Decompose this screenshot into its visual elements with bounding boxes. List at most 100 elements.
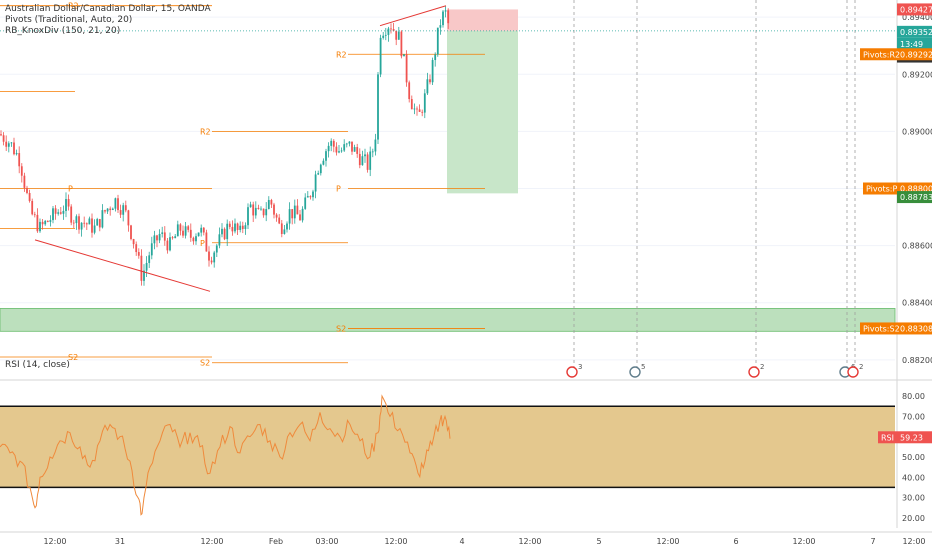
- candle: [145, 262, 148, 271]
- candle: [319, 164, 322, 174]
- pivot-p-tag-bg: [863, 182, 897, 195]
- rsi-band: [0, 406, 895, 488]
- knoxdiv-indicator-label[interactable]: RB_KnoxDiv (150, 21, 20): [5, 26, 121, 36]
- event-marker: [847, 366, 859, 378]
- candle: [163, 232, 166, 241]
- candle: [228, 223, 231, 227]
- candle: [280, 223, 283, 234]
- candle: [182, 230, 184, 236]
- candle: [184, 226, 187, 236]
- candle: [283, 229, 286, 234]
- candle: [111, 208, 114, 211]
- candle: [426, 79, 429, 94]
- candle: [340, 150, 343, 152]
- time-tick: 03:00: [315, 537, 338, 546]
- stop-loss-zone: [447, 9, 518, 31]
- candle: [23, 175, 26, 188]
- candle: [46, 220, 49, 222]
- pivot-label-s2: S2: [200, 359, 210, 368]
- candle: [392, 29, 395, 31]
- candle: [33, 214, 36, 216]
- event-marker: [566, 366, 578, 378]
- event-count: 5: [641, 363, 645, 371]
- candle: [257, 207, 260, 209]
- candle: [314, 174, 317, 192]
- candle: [31, 200, 34, 215]
- candle: [299, 214, 301, 221]
- candle: [304, 197, 307, 209]
- pivot-label-s2: S2: [68, 353, 78, 362]
- candle: [327, 145, 330, 152]
- symbol-title[interactable]: Australian Dollar/Canadian Dollar, 15, O…: [5, 4, 211, 14]
- candle: [293, 205, 296, 219]
- candle: [18, 153, 21, 167]
- candle: [309, 196, 312, 198]
- candle: [247, 207, 249, 226]
- candle: [5, 141, 8, 147]
- candle: [143, 270, 145, 281]
- event-count: 2: [760, 363, 764, 371]
- time-tick: Feb: [269, 537, 283, 546]
- candle: [429, 79, 431, 83]
- candle: [270, 200, 273, 205]
- candle: [140, 255, 143, 281]
- candle: [26, 187, 28, 193]
- candle: [148, 255, 151, 263]
- candle: [288, 209, 291, 224]
- candle: [382, 35, 385, 38]
- candle: [330, 140, 333, 146]
- pivot-s2-tag-bg: [860, 322, 897, 335]
- price-label-top: 0.89427: [900, 5, 932, 14]
- candle: [158, 233, 161, 241]
- candle: [267, 200, 270, 210]
- candle: [137, 252, 140, 256]
- time-tick: 12:00: [902, 537, 925, 546]
- candle: [397, 31, 400, 40]
- candle: [176, 224, 179, 237]
- candle: [122, 205, 125, 215]
- candle: [301, 208, 304, 221]
- time-tick: 12:00: [384, 537, 407, 546]
- candle: [218, 234, 221, 246]
- candle: [213, 252, 216, 263]
- pivot-p-tag: Pivots:P: [866, 185, 898, 194]
- candle: [150, 243, 153, 256]
- candle: [421, 111, 424, 113]
- candle: [169, 237, 171, 251]
- candle: [205, 232, 208, 252]
- candle: [343, 144, 346, 151]
- candle: [49, 220, 52, 222]
- candle: [338, 151, 340, 153]
- candle: [98, 219, 101, 228]
- candle: [161, 232, 164, 234]
- candle: [91, 218, 93, 233]
- candle: [234, 223, 236, 232]
- candle: [174, 236, 177, 239]
- candle: [403, 54, 405, 57]
- candle: [109, 208, 112, 211]
- candle: [130, 225, 132, 240]
- candle: [413, 108, 416, 110]
- divergence-line: [379, 5, 447, 27]
- price-tick: 0.89400: [902, 13, 932, 22]
- pivot-r2-value-bg: [897, 48, 932, 61]
- candle: [52, 208, 54, 221]
- divergence-line: [34, 239, 211, 292]
- rsi-title[interactable]: RSI (14, close): [5, 360, 70, 370]
- candle: [241, 225, 244, 230]
- candle: [345, 143, 348, 145]
- candle: [436, 27, 439, 55]
- candle: [244, 225, 247, 230]
- pivots-indicator-label[interactable]: Pivots (Traditional, Auto, 20): [5, 15, 133, 25]
- time-tick: 31: [115, 537, 125, 546]
- candle: [171, 237, 174, 239]
- candle: [15, 153, 18, 155]
- candle: [390, 28, 392, 30]
- candle: [265, 209, 268, 216]
- candle: [356, 147, 359, 154]
- candle: [166, 240, 169, 251]
- candle: [179, 224, 182, 231]
- candle: [72, 222, 75, 224]
